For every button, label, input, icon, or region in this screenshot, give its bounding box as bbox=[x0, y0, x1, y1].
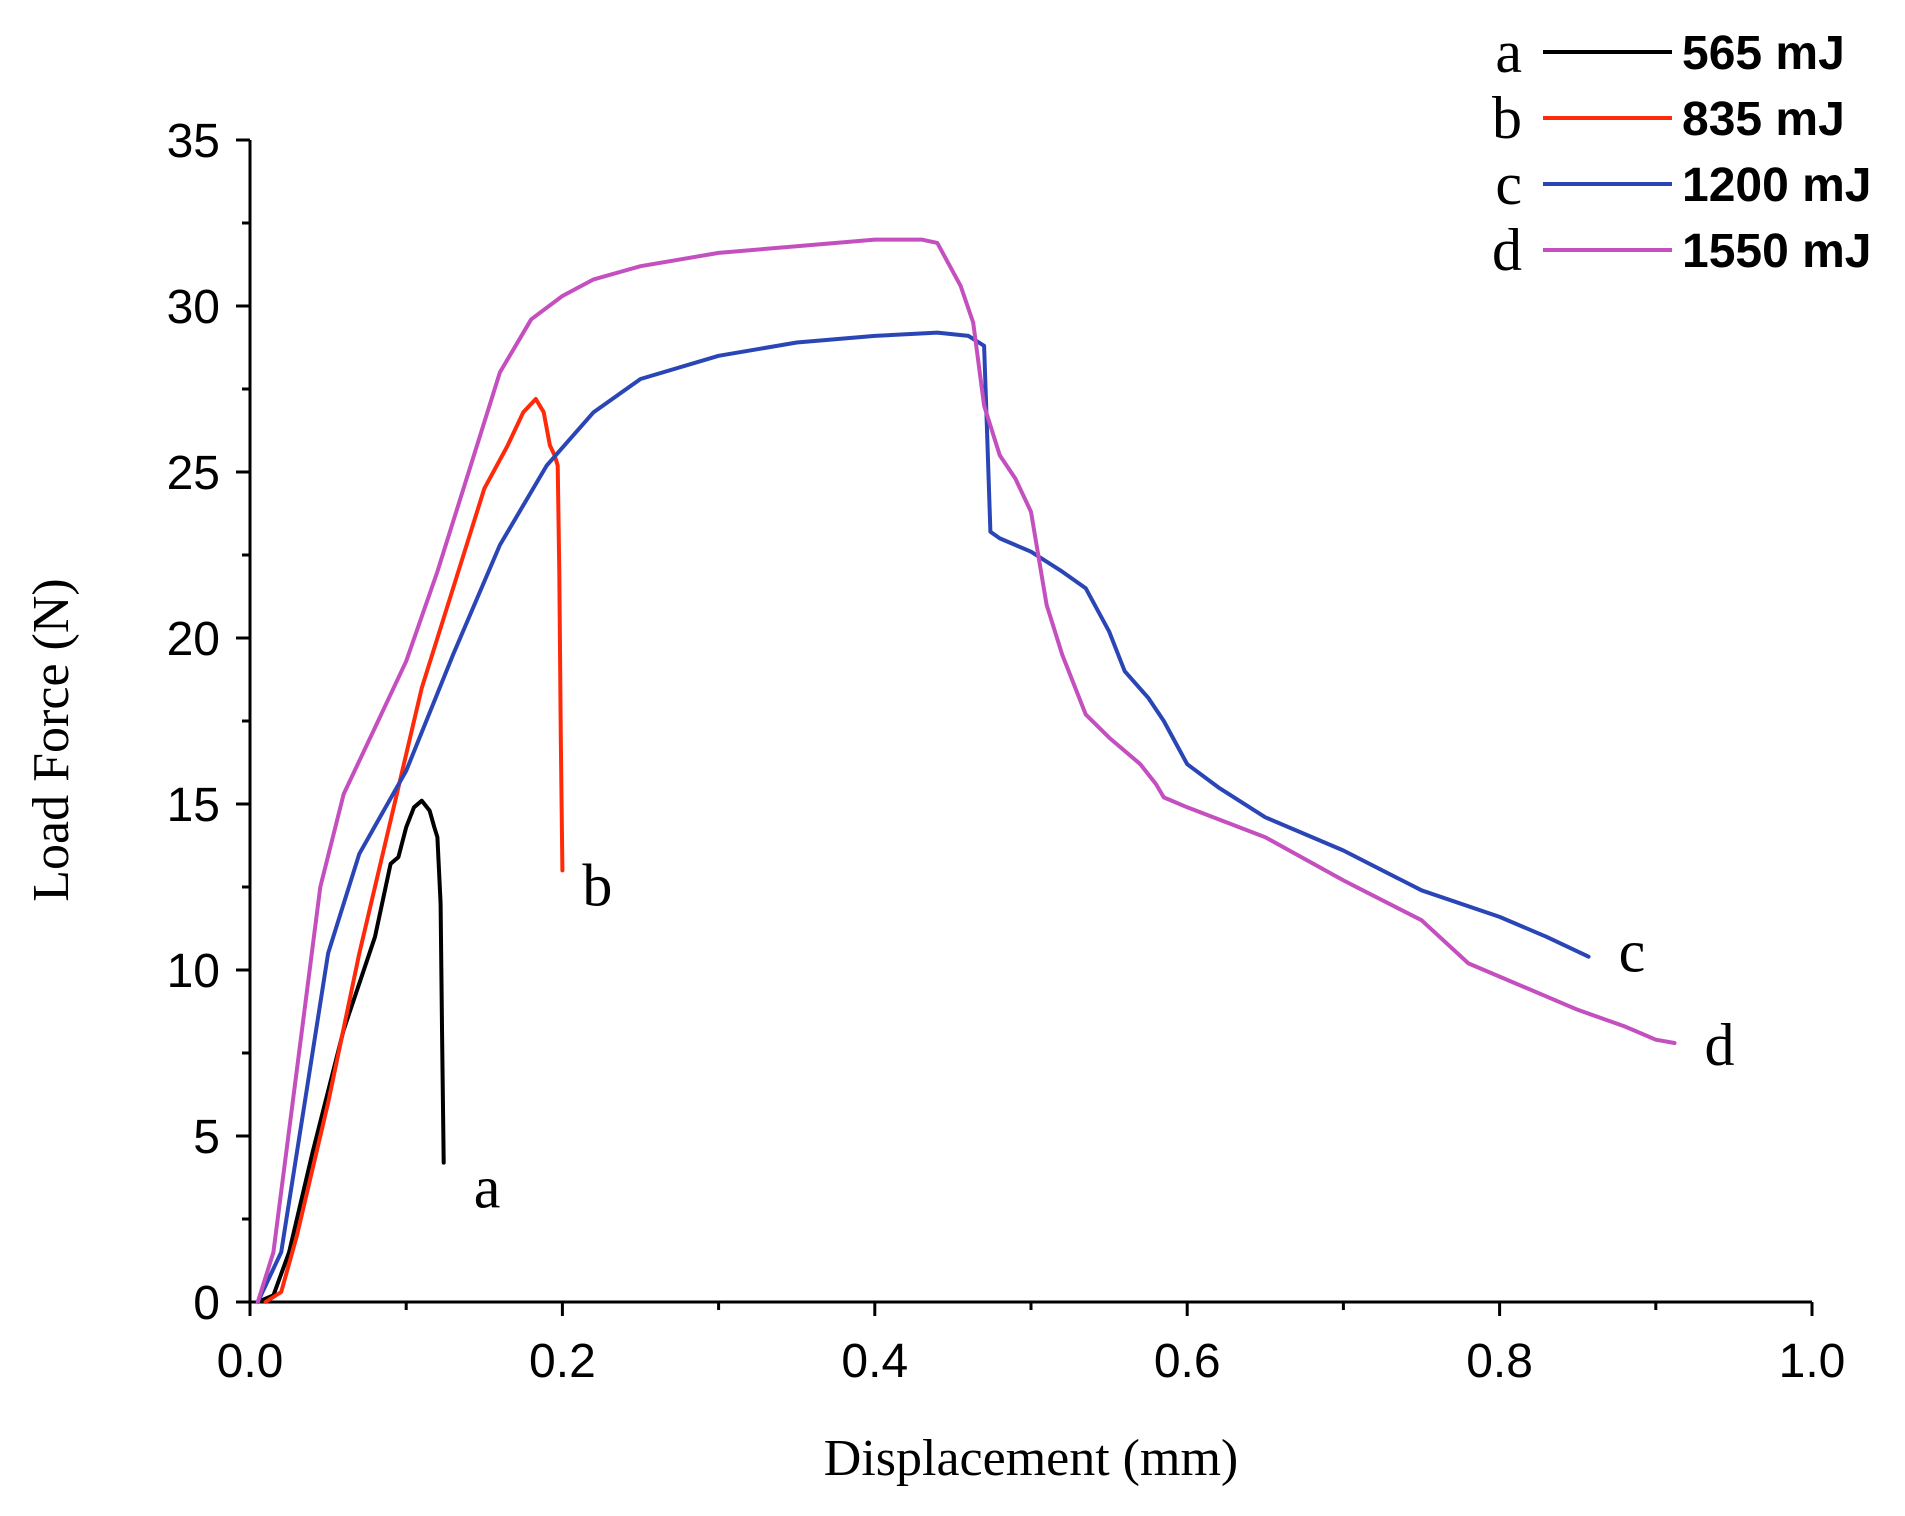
legend-label-c: 1200 mJ bbox=[1682, 159, 1872, 212]
curve-end-label-b: b bbox=[582, 852, 612, 918]
y-tick-label: 5 bbox=[193, 1111, 220, 1164]
x-tick-label: 1.0 bbox=[1779, 1335, 1846, 1388]
legend-label-a: 565 mJ bbox=[1682, 27, 1845, 80]
axes-layer: Displacement (mm) Load Force (N) bbox=[23, 140, 1812, 1487]
y-tick-label: 15 bbox=[167, 779, 220, 832]
y-tick-label: 25 bbox=[167, 447, 220, 500]
curve-end-label-c: c bbox=[1619, 919, 1646, 985]
x-tick-label: 0.0 bbox=[217, 1335, 284, 1388]
series-line-d bbox=[255, 237, 1677, 1304]
x-tick-label: 0.8 bbox=[1466, 1335, 1533, 1388]
x-axis-title: Displacement (mm) bbox=[824, 1430, 1238, 1487]
y-axis-title: Load Force (N) bbox=[23, 578, 80, 901]
legend-letter-d: d bbox=[1492, 217, 1522, 283]
ticks-layer: 0.0 0.2 0.4 0.6 0.8 1.0 0 5 10 15 20 25 30 35 bbox=[167, 115, 1846, 1388]
y-tick-label: 35 bbox=[167, 115, 220, 168]
y-tick-label: 10 bbox=[167, 945, 220, 998]
x-tick-label: 0.4 bbox=[841, 1335, 908, 1388]
x-tick-label: 0.2 bbox=[529, 1335, 596, 1388]
legend-label-b: 835 mJ bbox=[1682, 93, 1845, 146]
series-line-c bbox=[255, 330, 1591, 1304]
legend: a 565 mJ b 835 mJ c 1200 mJ d 1550 mJ bbox=[1492, 19, 1872, 283]
curve-end-label-d: d bbox=[1705, 1012, 1735, 1078]
series-line-b bbox=[263, 397, 565, 1304]
y-tick-label: 0 bbox=[193, 1277, 220, 1330]
series-layer bbox=[255, 237, 1677, 1304]
series-line-a bbox=[255, 798, 446, 1304]
y-tick-label: 20 bbox=[167, 613, 220, 666]
legend-letter-a: a bbox=[1495, 19, 1522, 85]
x-tick-label: 0.6 bbox=[1154, 1335, 1221, 1388]
end-labels-layer: a b cd bbox=[474, 852, 1735, 1220]
legend-letter-c: c bbox=[1495, 151, 1522, 217]
legend-label-d: 1550 mJ bbox=[1682, 225, 1872, 278]
y-tick-label: 30 bbox=[167, 281, 220, 334]
curve-end-label-a: a bbox=[474, 1155, 501, 1221]
legend-letter-b: b bbox=[1492, 85, 1522, 151]
